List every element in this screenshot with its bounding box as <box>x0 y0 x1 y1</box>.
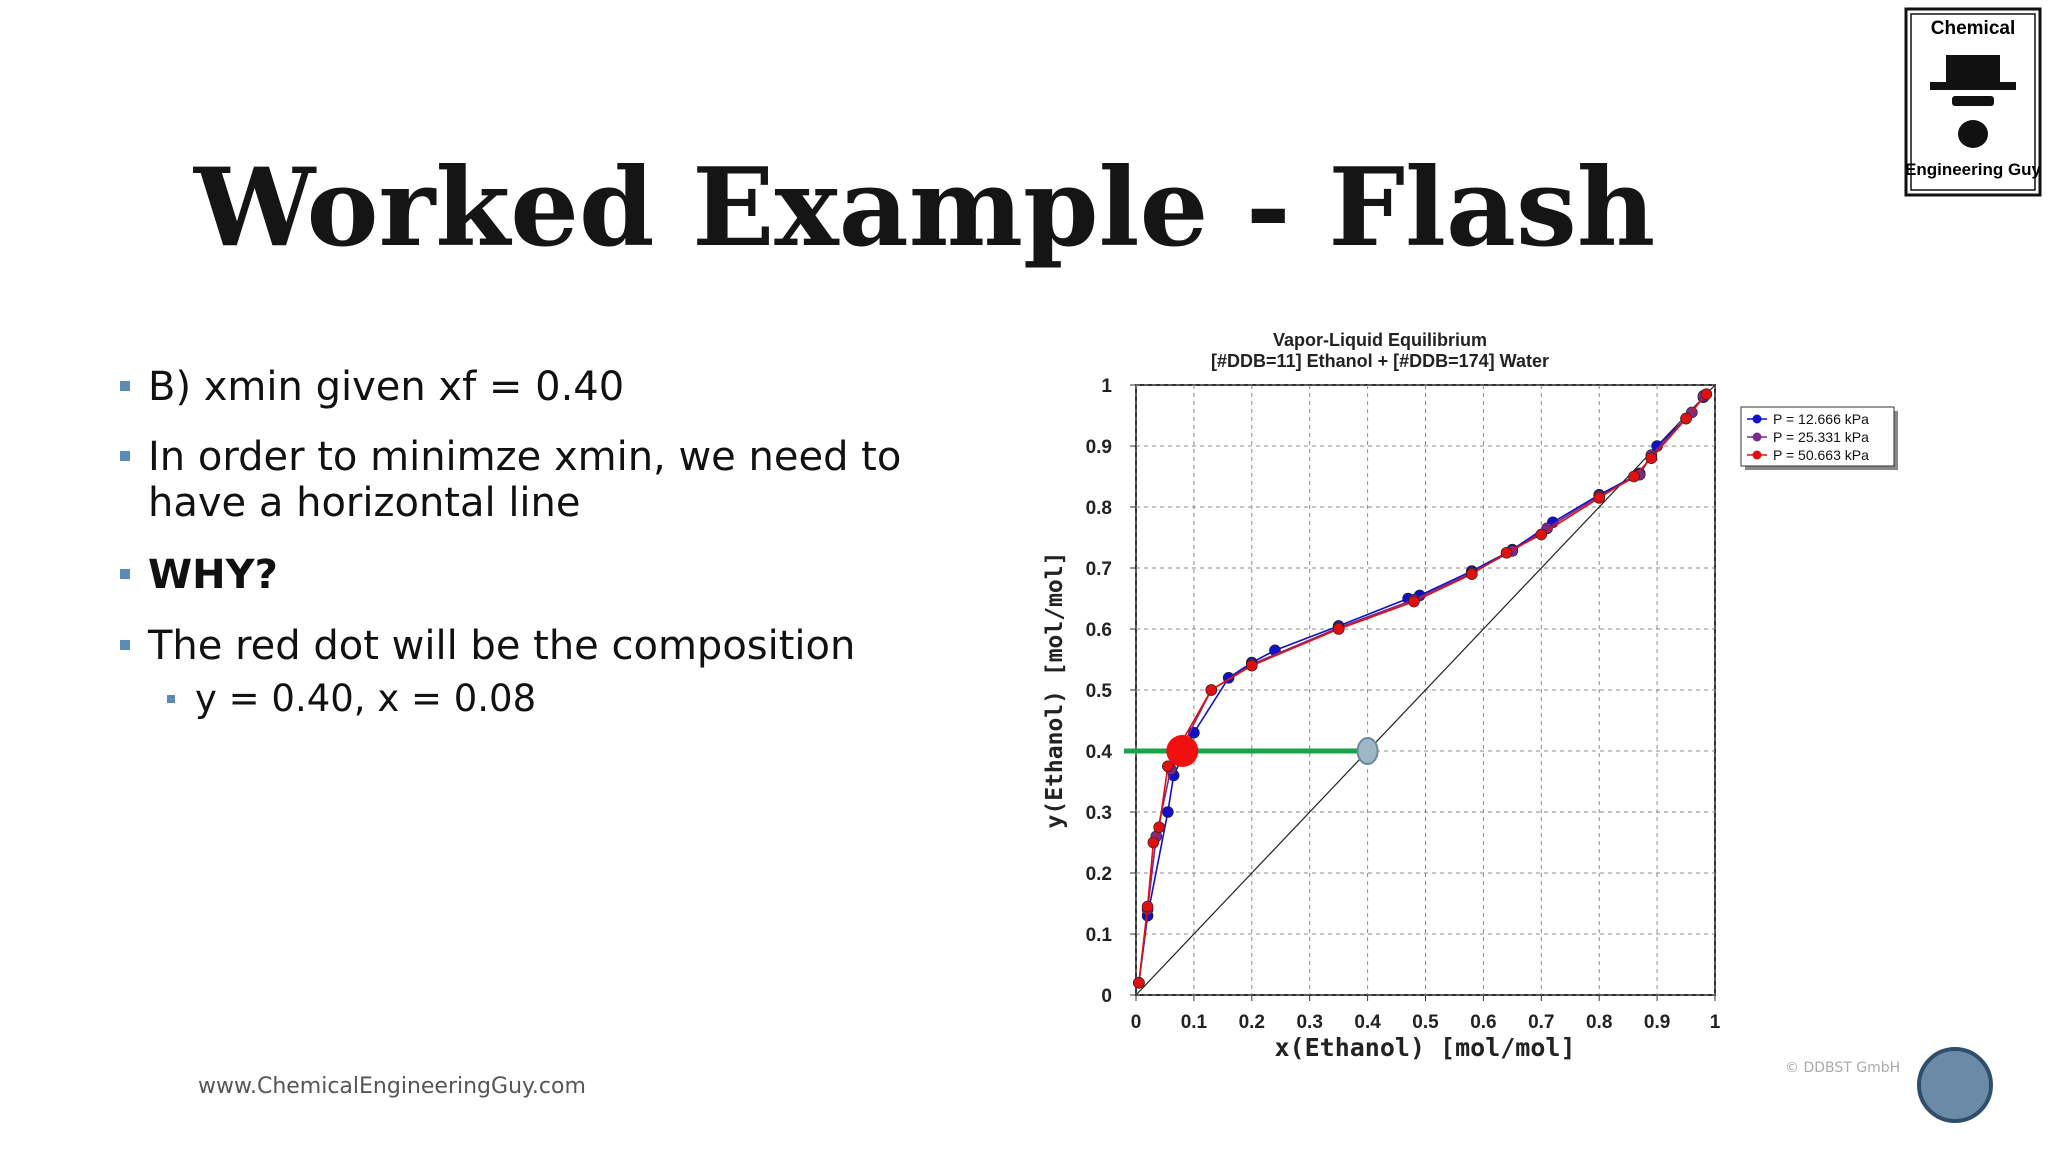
sub-bullet-text: y = 0.40, x = 0.08 <box>195 677 536 720</box>
logo-beard <box>1958 120 1988 148</box>
y-tick-label: 0.6 <box>1086 620 1112 641</box>
bullet-text: The red dot will be the composition <box>147 623 855 669</box>
x-tick-label: 0.2 <box>1239 1012 1265 1033</box>
x-tick-label: 0.3 <box>1296 1012 1322 1033</box>
x-tick-label: 0 <box>1131 1012 1142 1033</box>
bullet-text: B) xmin given xf = 0.40 <box>148 364 624 410</box>
operating-point <box>1166 735 1199 767</box>
bullet-list: B) xmin given xf = 0.40 In order to minim… <box>120 364 901 720</box>
data-point <box>1466 568 1478 580</box>
data-point <box>1500 546 1513 559</box>
logo-inner-frame <box>1910 13 2036 191</box>
y-tick-label: 0.2 <box>1086 864 1112 885</box>
bullet-text: have a horizontal line <box>148 480 581 526</box>
data-point <box>1593 492 1605 504</box>
logo-hat-brim <box>1930 82 2016 90</box>
data-point <box>1535 528 1548 541</box>
y-tick-label: 0.1 <box>1086 925 1113 946</box>
y-tick-label: 0.3 <box>1086 803 1112 824</box>
data-point <box>1162 760 1174 773</box>
y-tick-label: 0.4 <box>1086 742 1113 763</box>
bullet-marker <box>120 640 130 650</box>
y-tick-label: 0 <box>1101 986 1112 1007</box>
data-point <box>1700 388 1713 400</box>
legend-marker <box>1752 450 1762 460</box>
logo: Chemical Engineering Guy <box>1904 7 2042 197</box>
x-axis-label: x(Ethanol) [mol/mol] <box>1274 1033 1575 1062</box>
x-tick-label: 0.6 <box>1470 1012 1496 1033</box>
data-point <box>1153 821 1165 834</box>
legend-marker <box>1752 414 1762 424</box>
y-axis-label: y(Ethanol) [mol/mol] <box>1042 552 1068 829</box>
x-tick-label: 0.5 <box>1412 1012 1439 1033</box>
logo-hat <box>1946 55 2000 85</box>
legend-label: P = 12.666 kPa <box>1773 411 1869 427</box>
y-tick-label: 0.5 <box>1086 681 1113 702</box>
bullet-marker <box>120 569 130 579</box>
y-tick-label: 0.8 <box>1086 498 1112 519</box>
bullet-text: WHY? <box>148 552 278 598</box>
chart-subtitle: [#DDB=11] Ethanol + [#DDB=174] Water <box>1211 351 1549 371</box>
x-tick-label: 1 <box>1710 1012 1721 1033</box>
credit: © DDBST GmbH <box>1785 1060 1900 1076</box>
legend-label: P = 25.331 kPa <box>1773 429 1869 445</box>
data-point <box>1408 595 1420 608</box>
legend-label: P = 50.663 kPa <box>1773 447 1869 463</box>
x-tick-label: 0.8 <box>1586 1012 1612 1033</box>
logo-glasses <box>1952 96 1994 106</box>
data-point <box>1141 900 1154 913</box>
y-tick-label: 0.7 <box>1086 559 1112 580</box>
slide-title: Worked Example - Flash <box>193 145 1655 271</box>
x-tick-label: 0.7 <box>1528 1012 1554 1033</box>
data-point <box>1147 836 1160 849</box>
data-point <box>1205 684 1218 696</box>
chart-title: Vapor-Liquid Equilibrium <box>1273 330 1487 350</box>
x-tick-label: 0.4 <box>1354 1012 1381 1033</box>
logo-text: Chemical <box>1931 18 2015 39</box>
data-point <box>1645 452 1658 465</box>
data-point <box>1628 470 1640 483</box>
y-tick-label: 0.9 <box>1086 437 1112 458</box>
footer: www.ChemicalEngineeringGuy.com <box>198 1074 586 1099</box>
data-point <box>1332 623 1345 635</box>
x-tick-label: 0.9 <box>1644 1012 1670 1033</box>
bullet-marker <box>120 381 130 391</box>
data-point <box>1133 976 1145 989</box>
chart: Vapor-Liquid Equilibrium [#DDB=11] Ethan… <box>1042 330 1898 1062</box>
sub-bullet-marker <box>167 695 175 703</box>
legend-marker <box>1752 432 1762 442</box>
data-point <box>1162 806 1174 818</box>
y-tick-label: 1 <box>1101 376 1112 397</box>
bullet-marker <box>120 451 130 461</box>
ddbst-logo <box>1917 1047 1993 1123</box>
bullet-text: In order to minimze xmin, we need to <box>148 434 901 480</box>
feed-point <box>1356 737 1379 765</box>
x-tick-label: 0.1 <box>1181 1012 1208 1033</box>
logo-text: Engineering Guy <box>1905 160 2042 179</box>
data-point <box>1246 659 1258 672</box>
data-point <box>1680 412 1692 425</box>
